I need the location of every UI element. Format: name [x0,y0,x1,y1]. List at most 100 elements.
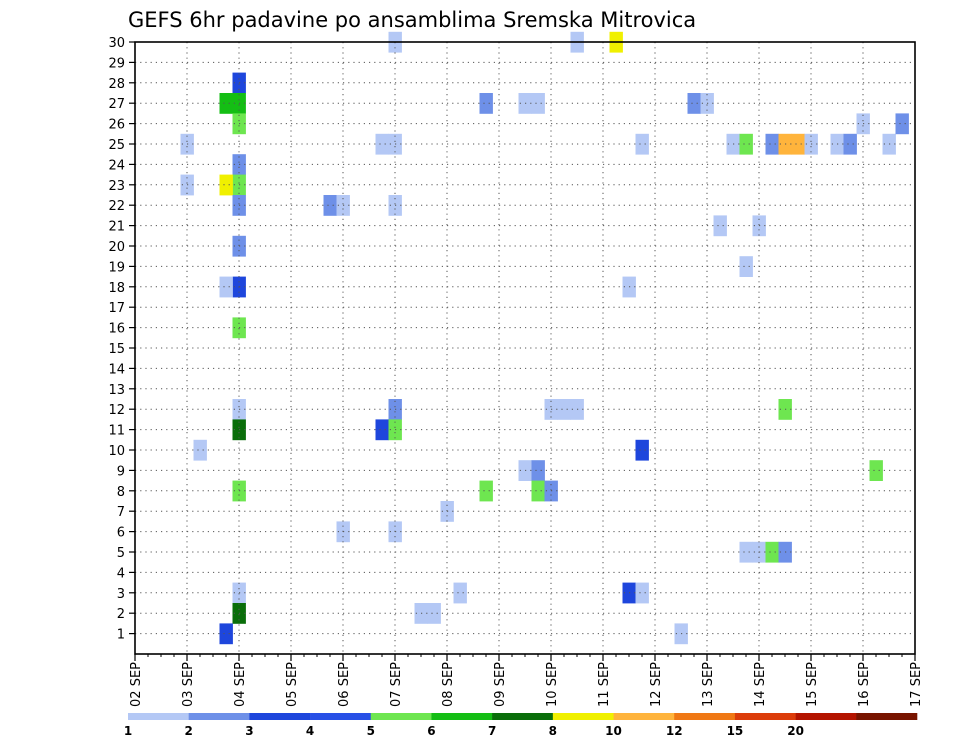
y-tick-label: 25 [108,138,125,153]
grid-lines [135,41,915,654]
x-axis: 02 SEP 03 SEP 04 SEP 05 SEP 06 SEP 07 SEP 08 S… [129,654,924,707]
y-tick-label: 9 [117,464,125,479]
y-tick-label: 11 [108,424,125,439]
precip-cell [557,399,571,420]
precip-cell [739,541,753,563]
precip-cell [765,133,779,155]
precip-cell [453,582,467,604]
x-tick-label: 02 SEP [129,662,144,707]
precip-cell [765,541,779,563]
colorbar-label: 3 [245,724,253,738]
precip-cell [791,133,805,155]
y-tick-label: 6 [117,526,125,541]
y-tick-label: 30 [108,36,125,51]
x-tick-label: 12 SEP [649,662,664,707]
precip-cell [687,93,701,114]
y-tick-label: 2 [117,607,125,622]
y-tick-label: 17 [108,301,125,316]
y-tick-label: 16 [108,322,125,337]
y-tick-label: 1 [117,628,125,643]
colorbar-segment [674,713,736,720]
colorbar-segment [249,713,311,720]
x-tick-label: 10 SEP [545,662,560,707]
colorbar-label: 12 [666,724,683,738]
y-tick-label: 27 [108,97,125,112]
x-tick-label: 07 SEP [389,662,404,707]
colorbar-label: 8 [549,724,557,738]
precip-cell [375,133,389,155]
colorbar-segment [370,713,432,720]
colorbar-label: 6 [427,724,435,738]
precip-cell [531,93,545,114]
x-tick-label: 11 SEP [597,662,612,707]
y-tick-label: 8 [117,485,125,500]
precipitation-cells [180,31,909,645]
y-tick-label: 12 [108,403,125,418]
y-tick-label: 7 [117,505,125,520]
precip-cell [375,419,389,441]
precip-cell [219,276,233,298]
x-tick-label: 14 SEP [753,662,768,707]
precip-cell [193,439,207,461]
colorbar-label: 4 [306,724,314,738]
precip-cell [843,133,857,155]
x-tick-label: 05 SEP [285,662,300,707]
colorbar-segment [310,713,372,720]
precip-cell [531,480,545,502]
y-axis: 1234567891011121314151617181920212223242… [108,36,135,643]
colorbar-segment [795,713,857,720]
precip-cell [323,195,337,216]
precip-cell [869,460,883,481]
precip-cell [479,93,493,114]
x-tick-label: 06 SEP [337,662,352,707]
precip-cell [219,623,233,645]
y-tick-label: 5 [117,546,125,561]
y-tick-label: 22 [108,199,125,214]
y-tick-label: 28 [108,77,125,92]
x-tick-label: 16 SEP [857,662,872,707]
colorbar-label: 5 [367,724,375,738]
y-tick-label: 19 [108,260,125,275]
y-tick-label: 23 [108,179,125,194]
colorbar-label: 20 [787,724,804,738]
colorbar-label: 2 [185,724,193,738]
precip-cell [635,582,649,604]
precip-cell [713,215,727,237]
colorbar-segment [188,713,250,720]
chart-title: GEFS 6hr padavine po ansamblima Sremska … [128,8,696,32]
colorbar-segment [613,713,675,720]
precip-cell [635,439,649,461]
colorbar-segment [128,713,189,720]
precip-cell [479,480,493,502]
precip-cell [531,460,545,481]
y-tick-label: 20 [108,240,125,255]
y-tick-label: 29 [108,56,125,71]
precip-cell [739,256,753,277]
y-tick-label: 15 [108,342,125,357]
colorbar-segment [492,713,554,720]
y-tick-label: 21 [108,220,125,235]
colorbar-segment [734,713,796,720]
x-tick-label: 17 SEP [909,662,924,707]
colorbar-segment [552,713,614,720]
x-tick-label: 09 SEP [493,662,508,707]
y-tick-label: 14 [108,362,125,377]
colorbar: 1 2 3 4 5 6 7 8 10 12 15 20 [124,713,918,738]
x-tick-label: 03 SEP [181,662,196,707]
colorbar-segment [431,713,493,720]
colorbar-label: 10 [605,724,622,738]
precip-cell [427,603,441,624]
x-tick-label: 13 SEP [701,662,716,707]
y-tick-label: 3 [117,587,125,602]
x-tick-label: 04 SEP [233,662,248,707]
y-tick-label: 13 [108,383,125,398]
y-tick-label: 24 [108,158,125,173]
x-tick-label: 08 SEP [441,662,456,707]
precip-cell [895,113,909,135]
y-tick-label: 10 [108,444,125,459]
colorbar-label: 7 [488,724,496,738]
colorbar-label: 15 [727,724,744,738]
precip-cell [739,133,753,155]
colorbar-label: 1 [124,724,132,738]
